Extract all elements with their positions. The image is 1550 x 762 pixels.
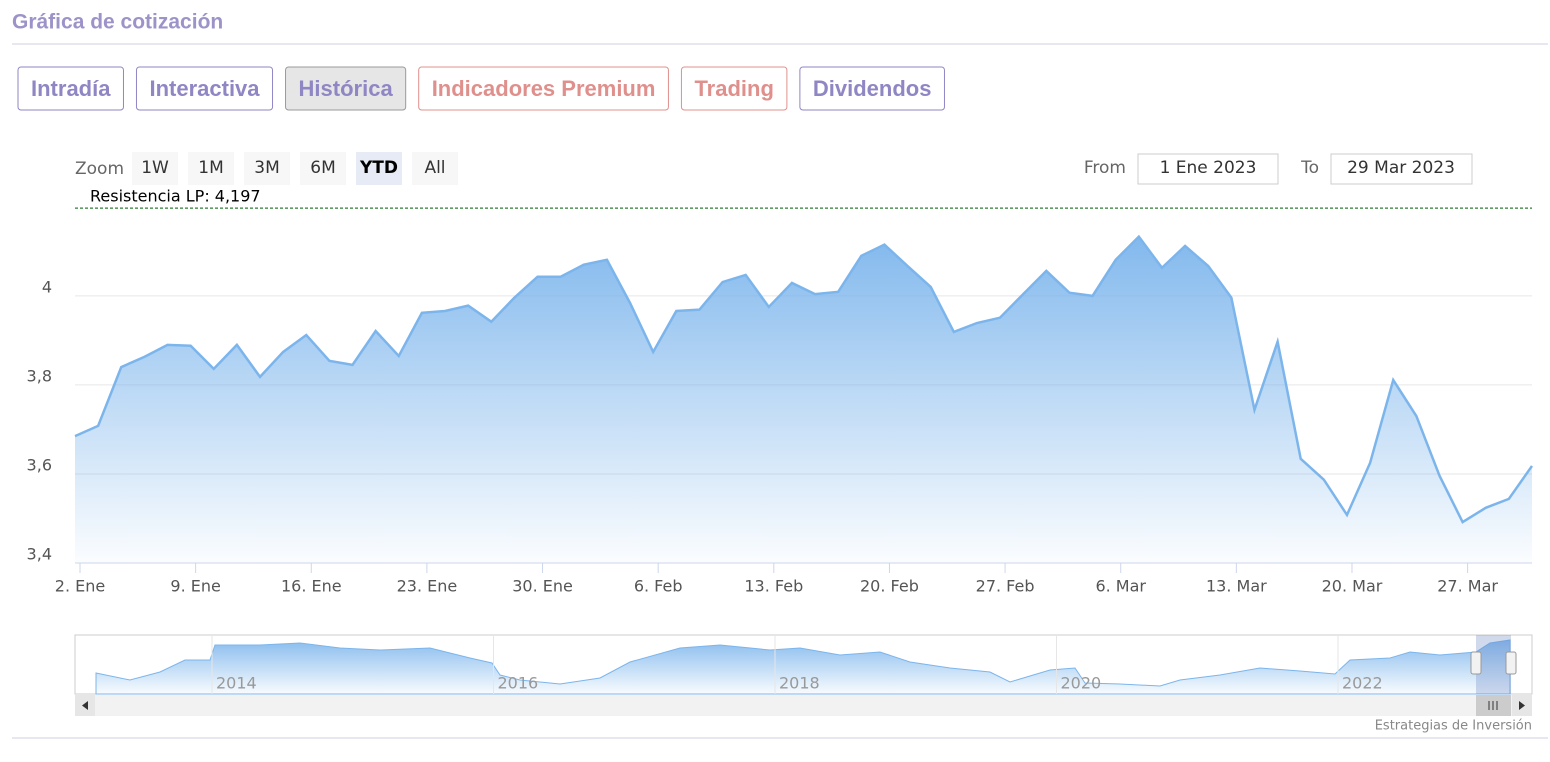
navigator-label: 2022 — [1342, 674, 1383, 693]
from-input[interactable] — [1137, 153, 1279, 185]
arrow-icon — [1519, 701, 1525, 710]
tab[interactable] — [799, 66, 945, 111]
tab-label: Interactiva — [149, 76, 260, 101]
zoom-button[interactable] — [412, 152, 458, 185]
y-tick-label: 3,6 — [27, 455, 52, 474]
section-title: Gráfica de cotización — [12, 11, 223, 34]
tab[interactable] — [680, 66, 788, 111]
y-tick-label: 4 — [42, 277, 52, 296]
x-tick-label: 6. Feb — [634, 577, 683, 596]
scrollbar-track[interactable] — [75, 695, 1532, 716]
x-tick-label: 27. Mar — [1437, 577, 1498, 596]
x-tick-label: 27. Feb — [976, 577, 1035, 596]
zoom-button-label: All — [424, 158, 445, 178]
to-label: To — [1300, 158, 1319, 178]
x-tick-label: 30. Ene — [512, 577, 573, 596]
x-tick-label: 20. Mar — [1322, 577, 1383, 596]
x-tick-label: 16. Ene — [281, 577, 342, 596]
y-tick-label: 3,8 — [27, 366, 52, 385]
zoom-button[interactable] — [188, 152, 234, 185]
navigator-label: 2018 — [779, 674, 820, 693]
tab-label: Trading — [694, 76, 773, 101]
navigator-series — [95, 639, 1511, 695]
zoom-button-label: YTD — [359, 158, 398, 178]
tab[interactable] — [418, 66, 669, 111]
navigator-handle[interactable] — [1505, 651, 1517, 675]
tab[interactable] — [17, 66, 124, 111]
zoom-label: Zoom — [75, 159, 124, 179]
to-input[interactable] — [1330, 153, 1473, 185]
credits: Estrategias de Inversión — [1375, 719, 1532, 734]
x-tick-label: 23. Ene — [397, 577, 458, 596]
x-tick-label: 13. Feb — [744, 577, 803, 596]
navigator-selection[interactable] — [1476, 635, 1511, 694]
navigator-label: 2016 — [498, 674, 539, 693]
zoom-button-label: 3M — [254, 158, 279, 178]
zoom-button-label: 1W — [141, 158, 169, 178]
tab-label: Indicadores Premium — [432, 76, 656, 101]
zoom-button-label: 1M — [198, 158, 223, 178]
tab-label: Dividendos — [813, 76, 932, 101]
zoom-button[interactable] — [356, 152, 402, 185]
grip-icon — [1488, 701, 1498, 710]
navigator-label: 2020 — [1061, 674, 1102, 693]
x-tick-label: 20. Feb — [860, 577, 919, 596]
tab-label: Intradía — [31, 76, 111, 101]
tab[interactable] — [135, 66, 274, 111]
to-value: 29 Mar 2023 — [1347, 158, 1455, 178]
x-tick-label: 9. Ene — [170, 577, 220, 596]
zoom-button[interactable] — [244, 152, 290, 185]
tab[interactable] — [285, 66, 407, 111]
zoom-button[interactable] — [132, 152, 178, 185]
zoom-button[interactable] — [300, 152, 346, 185]
navigator-handle[interactable] — [1470, 651, 1482, 675]
x-tick-label: 2. Ene — [55, 577, 105, 596]
area-line — [74, 234, 1534, 524]
area-fill — [75, 236, 1532, 563]
navigator-label: 2014 — [216, 674, 257, 693]
arrow-icon — [82, 701, 88, 710]
from-value: 1 Ene 2023 — [1160, 158, 1257, 178]
from-label: From — [1084, 158, 1126, 178]
tab-label: Histórica — [299, 76, 394, 101]
x-tick-label: 13. Mar — [1206, 577, 1267, 596]
zoom-button-label: 6M — [310, 158, 335, 178]
x-tick-label: 6. Mar — [1095, 577, 1146, 596]
resistance-label: Resistencia LP: 4,197 — [90, 187, 261, 206]
y-tick-label: 3,4 — [27, 545, 52, 564]
